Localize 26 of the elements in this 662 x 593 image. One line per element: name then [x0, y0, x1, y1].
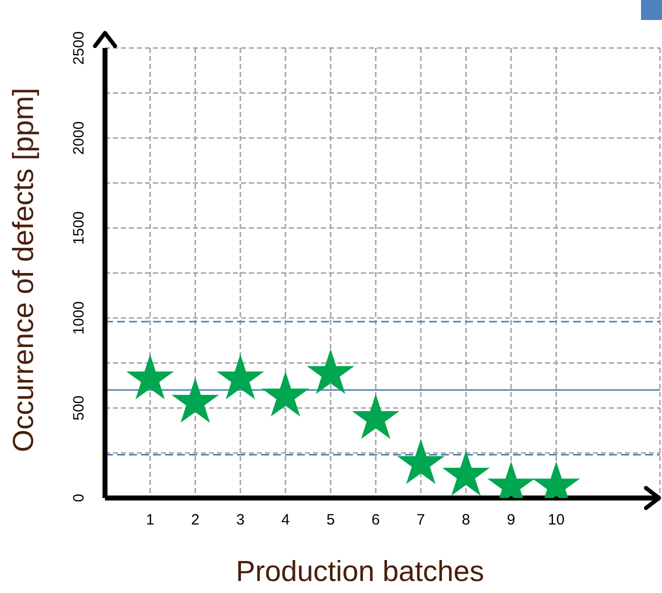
x-tick-label: 5	[326, 512, 335, 529]
x-tick-label: 1	[146, 512, 154, 529]
point	[352, 394, 400, 439]
x-tick-label: 2	[191, 512, 200, 529]
point	[306, 348, 354, 394]
y-axis-title: Occurrence of defects [ppm]	[7, 88, 41, 452]
y-tick-label: 2500	[70, 31, 88, 65]
point	[442, 450, 490, 496]
point	[262, 371, 310, 416]
point	[171, 378, 219, 423]
x-tick-label: 7	[416, 512, 426, 529]
x-tick-label: 10	[548, 512, 565, 529]
point	[216, 354, 264, 400]
x-tick-label: 9	[506, 512, 516, 529]
x-tick-label: 3	[236, 512, 245, 529]
y-tick-label: 0	[70, 494, 88, 502]
x-axis-title: Production batches	[234, 555, 486, 589]
x-tick-label: 6	[372, 512, 380, 529]
y-tick-label: 500	[70, 395, 88, 421]
y-tick-label: 1000	[70, 301, 88, 335]
x-tick-label: 4	[281, 512, 290, 529]
point	[126, 354, 174, 400]
y-tick-label: 1500	[70, 211, 88, 245]
y-tick-label: 2000	[70, 121, 88, 155]
point	[397, 438, 445, 484]
x-tick-label: 8	[462, 512, 470, 529]
